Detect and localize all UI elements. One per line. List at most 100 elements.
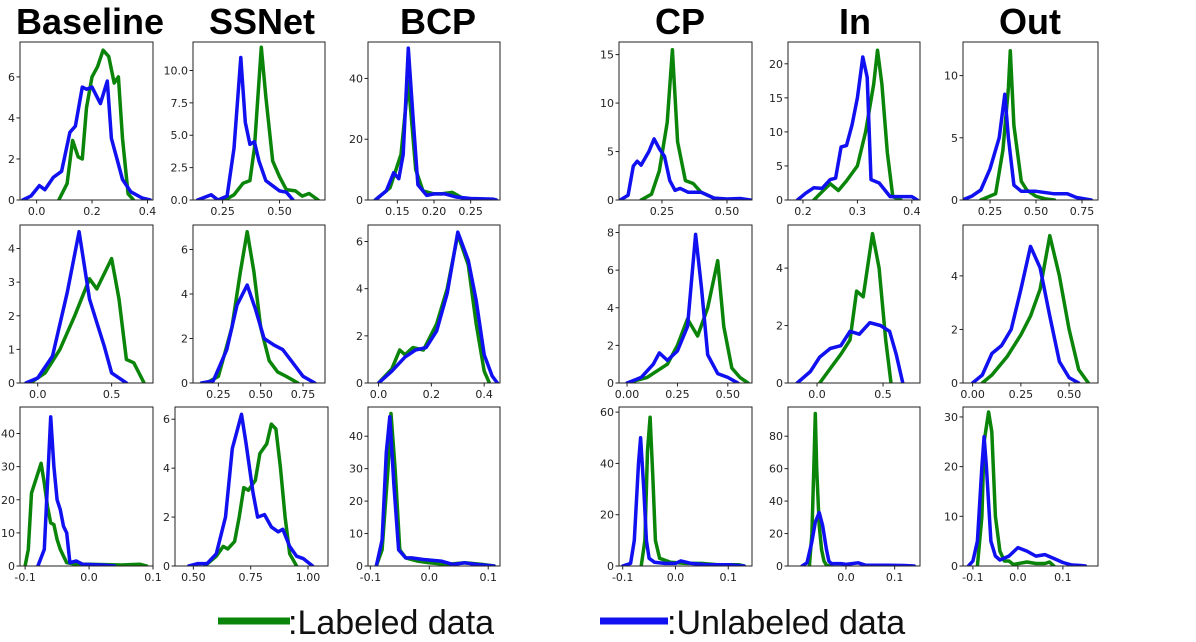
axes-frame [962,41,1099,201]
x-tick-label: 0.2 [83,205,101,218]
unlabeled-density-line [376,230,500,383]
y-tick-label: 20 [349,133,363,146]
x-tick-label: 0.25 [650,205,675,218]
axes-frame [367,224,501,384]
y-tick-label: 30 [944,411,958,424]
column-titles: Baseline SSNet BCP CP In Out [16,1,1061,42]
y-tick-label: 0 [776,560,783,573]
labeled-density-line [979,48,1057,200]
panel-ssnet-row3: 0.50 0.75 1.00 0 2 4 6 [163,406,329,584]
panel-cp-row2: 0.00 0.25 0.50 0 2 4 6 8 [607,224,753,401]
y-tick-label: 20 [769,58,783,71]
axes-frame [962,406,1099,567]
unlabeled-density-line [800,510,916,566]
labeled-density-line [28,256,146,383]
axes-frame [618,41,753,201]
unlabeled-density-line [625,232,740,383]
panel-baseline-row1: 0.0 0.2 0.4 0 2 4 6 [8,41,156,218]
panel-ssnet-row2: 0.25 0.50 0.75 0 2 4 6 [181,224,326,401]
y-tick-label: 0 [951,560,958,573]
y-tick-label: 6 [163,413,170,426]
axes-frame [367,41,501,201]
unlabeled-density-line [195,55,295,200]
x-tick-label: 0.4 [475,388,493,401]
x-tick-label: 0.50 [248,388,273,401]
y-tick-label: 3 [8,276,15,289]
y-tick-label: 6 [181,243,188,256]
unlabeled-density-line [199,283,317,383]
labeled-density-line [807,411,834,566]
y-tick-label: 6 [8,71,15,84]
x-tick-label: 0.25 [458,205,483,218]
y-tick-label: 5 [607,146,614,159]
y-tick-label: 2 [181,332,188,345]
x-tick-label: 0.0 [837,571,855,584]
x-tick-label: 0.25 [210,205,235,218]
unlabeled-density-line [619,137,752,200]
y-tick-label: 10 [944,510,958,523]
y-tick-label: 2 [951,323,958,336]
x-tick-label: 0.50 [1024,205,1049,218]
y-tick-label: 20 [600,509,614,522]
unlabeled-density-line [21,79,152,200]
y-tick-label: 20 [1,494,15,507]
x-tick-label: 1.00 [296,571,321,584]
x-tick-label: 0.50 [716,388,741,401]
unlabeled-density-line [374,414,496,566]
labeled-density-line [639,415,746,566]
y-tick-label: 5 [951,132,958,145]
y-tick-label: 0.0 [171,194,189,207]
column-title-bcp: BCP [400,1,476,42]
x-tick-label: 0.5 [874,388,892,401]
legend-labeled-label: :Labeled data [288,604,494,642]
unlabeled-density-line [795,320,905,383]
y-tick-label: 2.5 [171,162,189,175]
y-tick-label: 60 [769,463,783,476]
y-tick-label: 20 [769,528,783,541]
y-tick-label: 5 [776,160,783,173]
labeled-density-line [975,410,1056,566]
panel-cp-row1: 0.25 0.50 0 5 10 15 [600,41,753,218]
x-tick-label: 0.2 [794,205,812,218]
y-tick-label: 0 [607,377,614,390]
axes-frame [19,41,154,201]
y-tick-label: 10 [944,70,958,83]
y-tick-label: 0 [776,377,783,390]
y-tick-label: 40 [600,457,614,470]
panel-cp-row3: -0.1 0.0 0.1 0 20 40 60 [600,406,753,584]
y-tick-label: 4 [181,288,188,301]
labeled-density-line [376,232,492,383]
x-tick-label: 0.4 [903,205,921,218]
unlabeled-density-line [966,435,1088,566]
x-tick-label: -0.1 [360,571,381,584]
y-tick-label: 0 [776,194,783,207]
x-tick-label: 0.5 [103,388,121,401]
x-tick-label: 0.1 [1054,571,1072,584]
x-tick-label: 0.0 [421,571,439,584]
column-title-out: Out [999,1,1061,42]
y-tick-label: 40 [769,495,783,508]
y-tick-label: 2 [8,153,15,166]
y-tick-label: 4 [163,462,170,475]
y-tick-label: 4 [8,112,15,125]
panel-baseline-row2: 0.0 0.5 0 1 2 3 4 [8,224,154,401]
y-tick-label: 40 [349,430,363,443]
panel-in-row1: 0.2 0.3 0.4 0 5 10 15 20 [769,41,921,218]
x-tick-label: 0.0 [370,388,388,401]
x-tick-label: 0.25 [1009,388,1034,401]
y-tick-label: 2 [8,310,15,323]
axes-frame [787,41,921,201]
axes-frame [962,224,1099,384]
labeled-density-line [57,48,136,200]
y-tick-label: 0 [356,194,363,207]
labeled-density-line [203,422,299,566]
column-title-cp: CP [655,1,705,42]
y-tick-label: 20 [944,461,958,474]
y-tick-label: 2 [607,339,614,352]
y-tick-label: 8 [607,227,614,240]
y-tick-label: 2 [163,511,170,524]
panel-baseline-row3: -0.1 0.0 0.1 0 10 20 30 40 [1,406,162,584]
x-tick-label: 0.00 [615,388,640,401]
